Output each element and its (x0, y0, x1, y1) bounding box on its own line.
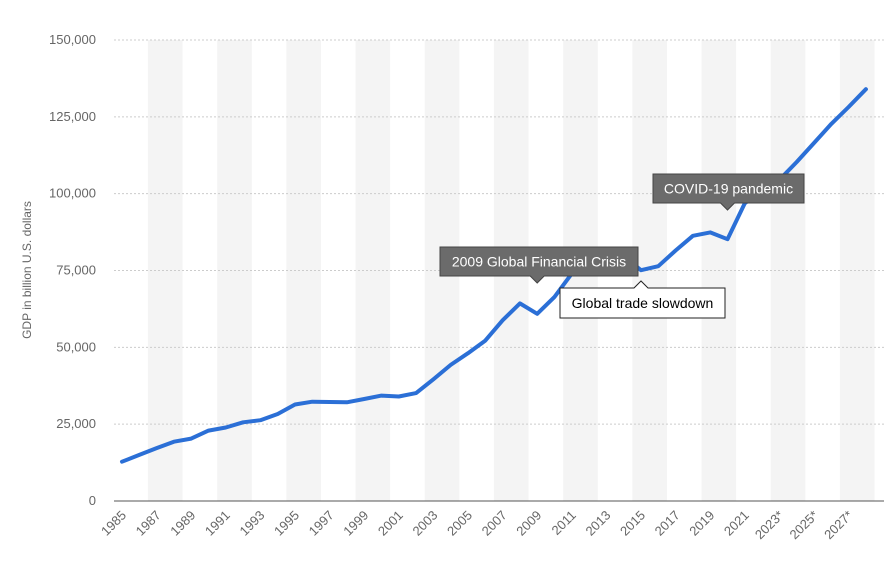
x-tick-2017: 2017 (652, 508, 683, 539)
x-tick-2001: 2001 (375, 508, 406, 539)
x-tick-1987: 1987 (133, 508, 164, 539)
x-tick-2013: 2013 (582, 508, 613, 539)
y-axis-ticks: 0 25,000 50,000 75,000 100,000 125,000 150,000 (49, 32, 96, 508)
x-tick-2009: 2009 (513, 508, 544, 539)
series-group (120, 87, 868, 464)
annotation-2: COVID-19 pandemic (652, 173, 805, 211)
x-tick-2027*: 2027* (821, 508, 856, 543)
y-tick-75,000: 75,000 (56, 263, 96, 278)
x-tick-2021: 2021 (721, 508, 752, 539)
x-tick-1985: 1985 (98, 508, 129, 539)
x-tick-1995: 1995 (271, 508, 302, 539)
annotations: 2009 Global Financial Crisis Global trade… (439, 173, 805, 319)
band-2027* (839, 40, 875, 501)
x-tick-2007: 2007 (479, 508, 510, 539)
band-1987 (147, 40, 183, 501)
annotation-0: 2009 Global Financial Crisis (439, 246, 639, 284)
x-tick-1993: 1993 (236, 508, 267, 539)
annotation-box-0 (439, 246, 639, 284)
annotation-text-2: COVID-19 pandemic (664, 181, 793, 197)
y-tick-100,000: 100,000 (49, 186, 96, 201)
y-tick-150,000: 150,000 (49, 32, 96, 47)
annotation-text-0: 2009 Global Financial Crisis (452, 254, 626, 270)
x-tick-2023*: 2023* (752, 508, 787, 543)
x-tick-1999: 1999 (340, 508, 371, 539)
x-tick-2011: 2011 (549, 508, 579, 538)
y-axis-label: GDP in billion U.S. dollars (20, 201, 34, 339)
y-tick-125,000: 125,000 (49, 109, 96, 124)
y-tick-0: 0 (89, 493, 96, 508)
x-tick-2005: 2005 (444, 508, 475, 539)
annotation-1: Global trade slowdown (559, 280, 726, 319)
series-line-0 (120, 87, 868, 464)
x-tick-1989: 1989 (167, 508, 198, 539)
annotation-text-1: Global trade slowdown (572, 295, 714, 311)
y-tick-50,000: 50,000 (56, 339, 96, 354)
x-tick-1997: 1997 (306, 508, 337, 539)
x-axis-ticks: 1985 1987 1989 1991 1993 1995 1997 1999 2001 2003… (98, 508, 856, 543)
x-tick-1991: 1991 (202, 508, 233, 539)
x-tick-2019: 2019 (686, 508, 717, 539)
x-tick-2025*: 2025* (786, 508, 821, 543)
band-1999 (355, 40, 391, 501)
x-tick-2003: 2003 (409, 508, 440, 539)
annotation-box-1 (559, 280, 726, 319)
annotation-box-2 (652, 173, 805, 211)
x-tick-2015: 2015 (617, 508, 648, 539)
y-tick-25,000: 25,000 (56, 416, 96, 431)
